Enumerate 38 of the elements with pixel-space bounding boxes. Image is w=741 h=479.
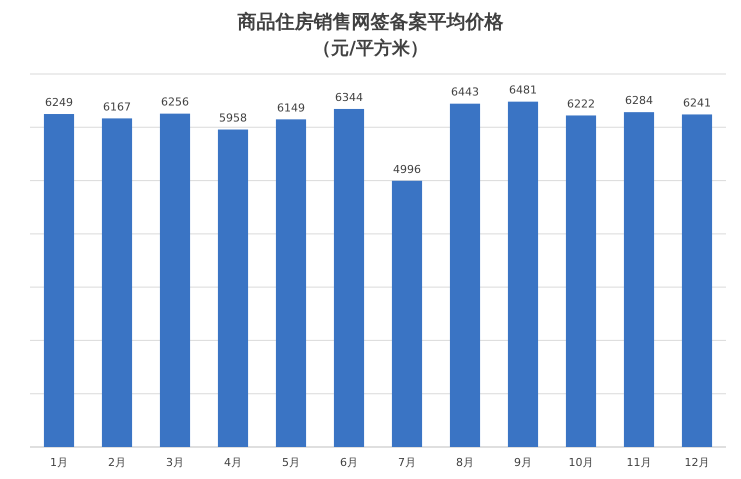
x-tick-label: 11月: [626, 456, 652, 469]
x-tick-label: 1月: [50, 456, 68, 469]
bar: [218, 130, 248, 447]
data-label: 6344: [335, 90, 363, 104]
x-tick-label: 8月: [456, 456, 474, 469]
x-tick-label: 9月: [514, 456, 532, 469]
bar: [102, 118, 132, 447]
bar: [508, 102, 538, 447]
data-label: 6149: [277, 101, 305, 114]
bar: [334, 108, 364, 447]
bar: [566, 115, 596, 447]
data-label: 6241: [683, 96, 711, 110]
x-tick-label: 2月: [108, 456, 126, 469]
bar: [392, 180, 422, 447]
data-label: 6256: [161, 96, 189, 109]
x-tick-label: 12月: [684, 456, 710, 469]
x-tick-label: 3月: [166, 456, 184, 469]
x-tick-label: 5月: [282, 456, 300, 469]
bar: [682, 114, 712, 447]
data-label: 6222: [567, 97, 595, 110]
x-tick-label: 6月: [340, 456, 358, 469]
data-label: 6284: [625, 94, 653, 108]
data-label: 6481: [509, 84, 537, 97]
x-tick-label: 10月: [568, 456, 594, 469]
bar: [624, 112, 654, 447]
x-tick-label: 4月: [224, 456, 242, 469]
data-label: 6167: [103, 100, 131, 114]
data-label: 5958: [219, 112, 247, 125]
data-label: 4996: [393, 162, 421, 176]
bar: [450, 104, 480, 447]
chart-subtitle: （元/平方米）: [313, 38, 428, 59]
bar: [276, 119, 306, 447]
chart-title: 商品住房销售网签备案平均价格: [236, 11, 504, 33]
bar: [44, 114, 74, 447]
x-tick-label: 7月: [398, 456, 416, 469]
bar: [160, 114, 190, 447]
data-label: 6443: [451, 86, 479, 99]
data-label: 6249: [45, 96, 73, 110]
